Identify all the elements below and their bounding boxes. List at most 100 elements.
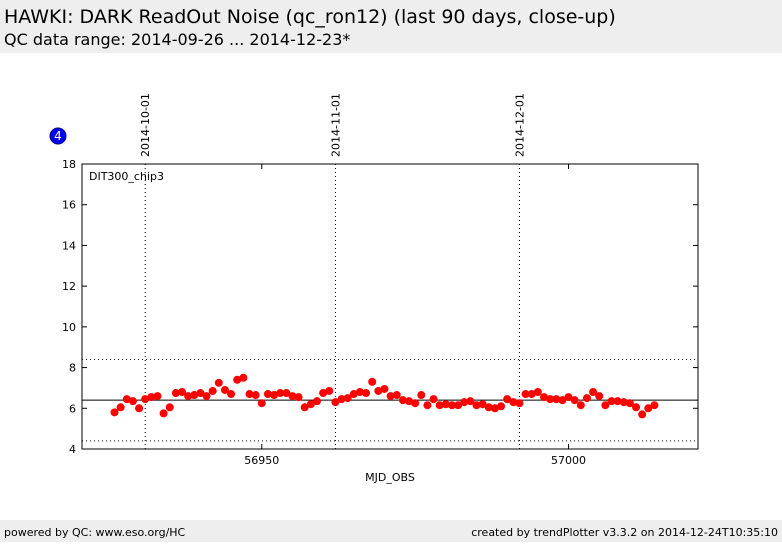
date-label: 2014-11-01 — [329, 93, 342, 157]
date-label: 2014-12-01 — [513, 93, 526, 157]
point — [509, 398, 518, 407]
point — [374, 386, 383, 395]
badge-circle — [49, 127, 67, 145]
point — [405, 397, 414, 406]
x-tick-label: 56950 — [244, 454, 279, 467]
date-label: 2014-10-01 — [139, 93, 152, 157]
y-tick-label: 6 — [69, 402, 76, 415]
point — [202, 392, 211, 401]
point — [122, 395, 131, 404]
point — [245, 390, 254, 399]
point — [116, 403, 125, 412]
point — [159, 409, 168, 418]
point — [135, 404, 144, 413]
point — [576, 401, 585, 410]
y-tick-label: 14 — [62, 239, 76, 252]
point — [552, 395, 561, 404]
point — [312, 397, 321, 406]
point — [429, 395, 438, 404]
point — [484, 403, 493, 412]
point — [239, 373, 248, 382]
point — [337, 395, 346, 404]
point — [319, 389, 328, 398]
y-tick-label: 10 — [62, 321, 76, 334]
point — [214, 378, 223, 387]
point — [472, 401, 481, 410]
point — [466, 397, 475, 406]
point — [582, 394, 591, 403]
point — [644, 404, 653, 413]
point — [270, 391, 279, 400]
point — [503, 395, 512, 404]
point — [521, 390, 530, 399]
badge-label: 4 — [54, 129, 62, 143]
point — [460, 398, 469, 407]
point — [564, 393, 573, 402]
point — [331, 398, 340, 407]
title: HAWKI: DARK ReadOut Noise (qc_ron12) (la… — [4, 6, 616, 28]
y-tick-label: 4 — [69, 443, 76, 456]
point — [141, 395, 150, 404]
point — [355, 388, 364, 396]
point — [527, 390, 536, 399]
point — [263, 390, 272, 399]
point — [447, 401, 456, 410]
point — [294, 393, 303, 402]
x-axis-label: MJD_OBS — [365, 471, 415, 484]
point — [362, 389, 371, 398]
point — [251, 391, 260, 400]
point — [625, 399, 634, 408]
y-tick-label: 8 — [69, 362, 76, 375]
point — [411, 399, 420, 408]
point — [386, 392, 395, 401]
y-tick-label: 12 — [62, 280, 76, 293]
point — [607, 397, 616, 406]
point — [300, 403, 309, 412]
point — [435, 401, 444, 410]
point — [147, 393, 156, 402]
point — [454, 401, 463, 410]
plot-area — [81, 163, 699, 450]
point — [380, 384, 389, 393]
point — [184, 392, 193, 401]
point — [392, 391, 401, 400]
point — [490, 404, 499, 413]
point — [349, 390, 358, 399]
point — [165, 403, 174, 412]
point — [638, 410, 647, 419]
point — [515, 399, 524, 408]
point — [540, 393, 548, 402]
point — [233, 375, 242, 384]
footer-band — [0, 520, 782, 542]
footer-right: created by trendPlotter v3.3.2 on 2014-1… — [471, 526, 778, 539]
point — [558, 396, 567, 405]
footer-left: powered by QC: www.eso.org/HC — [4, 526, 186, 539]
point — [110, 408, 119, 417]
point — [282, 389, 291, 398]
point — [220, 385, 229, 394]
point — [570, 396, 579, 405]
panel-label: DIT300_chip3 — [89, 170, 164, 183]
point — [478, 400, 487, 409]
point — [208, 386, 217, 395]
point — [601, 401, 610, 410]
point — [343, 394, 352, 403]
y-tick-label: 16 — [62, 199, 76, 212]
point — [417, 391, 426, 400]
point — [546, 395, 555, 404]
point — [288, 392, 297, 401]
point — [128, 397, 137, 406]
point — [276, 389, 285, 398]
point — [619, 398, 628, 407]
header-band — [0, 0, 782, 53]
point — [257, 399, 266, 408]
point — [227, 390, 236, 399]
y-tick-label: 18 — [62, 158, 76, 171]
point — [595, 392, 604, 401]
point — [423, 401, 432, 410]
subtitle: QC data range: 2014-09-26 ... 2014-12-23… — [4, 30, 350, 49]
point — [613, 397, 622, 406]
point — [196, 389, 205, 398]
point — [589, 388, 598, 396]
point — [398, 396, 407, 405]
